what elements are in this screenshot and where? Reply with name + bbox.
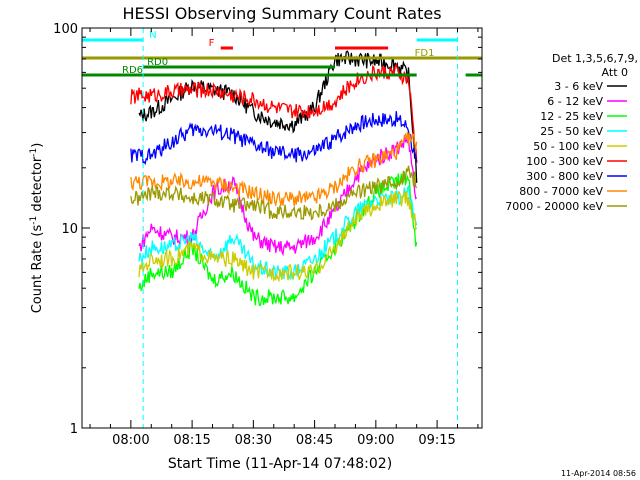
legend-label: 12 - 25 keV — [540, 110, 603, 123]
y-tick-label: 100 — [53, 22, 78, 37]
x-tick-label: 08:15 — [173, 433, 210, 448]
series-line — [138, 190, 418, 283]
legend-label: 3 - 6 keV — [554, 80, 603, 93]
x-tick-label: 08:45 — [296, 433, 333, 448]
legend-label: 300 - 800 keV — [526, 170, 603, 183]
series-layer — [130, 50, 418, 307]
legend-label: 50 - 100 keV — [533, 140, 603, 153]
annotation-label: F — [209, 38, 215, 49]
series-line — [130, 111, 418, 166]
plot-frame — [81, 27, 483, 429]
legend-label: 7000 - 20000 keV — [505, 200, 603, 213]
series-line — [130, 165, 418, 221]
legend-header-line2: Att 0 — [602, 66, 628, 79]
legend: Det 1,3,5,6,7,9, Att 0 3 - 6 keV 6 - 12 k… — [505, 52, 638, 213]
x-tick-label: 08:30 — [235, 433, 272, 448]
series-line — [130, 63, 418, 164]
legend-label: 100 - 300 keV — [526, 155, 603, 168]
annotation-label: RD0 — [147, 57, 168, 68]
chart-title: HESSI Observing Summary Count Rates — [122, 4, 441, 23]
y-axis-label: Count Rate (s-1 detector-1) — [29, 143, 45, 314]
footer-timestamp: 11-Apr-2014 08:56 — [561, 469, 636, 478]
y-tick-label: 1 — [70, 422, 78, 437]
x-axis: 08:00 08:15 08:30 08:45 09:00 09:15 — [89, 28, 479, 448]
annotation-layer: N F FD1 RD0 RD6 — [82, 28, 482, 428]
series-line — [130, 131, 418, 208]
x-tick-label: 09:00 — [357, 433, 394, 448]
x-tick-label: 09:15 — [418, 433, 455, 448]
annotation-label: N — [149, 30, 156, 41]
series-line — [138, 50, 418, 183]
legend-label: 800 - 7000 keV — [519, 185, 603, 198]
series-line — [138, 185, 418, 281]
legend-label: 25 - 50 keV — [540, 125, 603, 138]
legend-label: 6 - 12 keV — [547, 95, 603, 108]
annotation-label: RD6 — [122, 65, 143, 76]
annotation-label: FD1 — [415, 48, 435, 59]
y-axis: 1 10 100 — [53, 22, 482, 437]
y-tick-label: 10 — [61, 222, 78, 237]
legend-header-line1: Det 1,3,5,6,7,9, — [552, 52, 638, 65]
x-tick-label: 08:00 — [112, 433, 149, 448]
x-axis-label: Start Time (11-Apr-14 07:48:02) — [168, 456, 392, 472]
